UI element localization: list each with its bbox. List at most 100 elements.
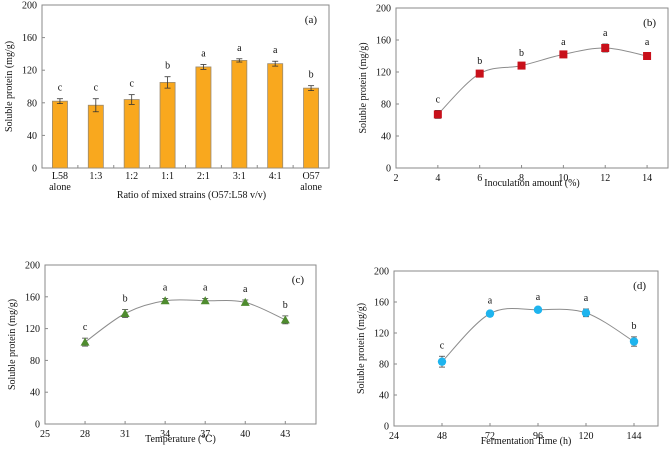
x-tick-label-line: 4:1 <box>269 171 282 182</box>
bar <box>123 99 140 169</box>
x-tick-label: 2:1 <box>197 171 210 182</box>
panel-label: (b) <box>643 17 656 29</box>
x-tick-label-line: 1:1 <box>161 171 174 182</box>
x-tick-label-line: 2:1 <box>197 171 210 182</box>
plot-frame <box>395 7 669 169</box>
panel-c: 0 40 80 120 160 200 Soluble protein (mg/g) Temp… <box>7 261 317 445</box>
x-tick-label: 4 <box>435 173 440 184</box>
significance-letter: a <box>488 295 493 306</box>
significance-letter: b <box>283 300 288 311</box>
x-tick-label-line: 1:2 <box>125 171 138 182</box>
y-tick-label: 40 <box>30 388 40 399</box>
y-tick-label: 200 <box>25 261 40 272</box>
significance-letter: a <box>603 28 608 39</box>
y-axis-label: Soluble protein (mg/g) <box>4 41 15 132</box>
series-line <box>441 307 635 363</box>
x-tick-label: 28 <box>80 429 90 440</box>
y-tick-label: 40 <box>27 131 37 142</box>
panel-d: 0 40 80 120 160 200 Soluble protein (mg/g) Ferm… <box>356 267 659 447</box>
y-tick-label: 160 <box>374 298 389 309</box>
bar <box>87 104 104 169</box>
x-tick-label: L58 alone <box>49 171 71 193</box>
y-tick-label: 120 <box>25 324 40 335</box>
data-point <box>200 296 210 305</box>
panel-a: 0 40 80 120 160 200 Soluble protein (mg/g) Rati… <box>4 1 330 201</box>
x-tick-label: 1:3 <box>89 171 102 182</box>
significance-letter: b <box>309 70 314 81</box>
y-axis-label: Soluble protein (mg/g) <box>7 299 18 390</box>
x-tick-label-line: 3:1 <box>233 171 246 182</box>
x-tick-label: 6 <box>477 173 482 184</box>
data-point <box>433 110 442 119</box>
significance-letter: b <box>632 321 637 332</box>
x-axis-label: Fermentation Time (h) <box>481 436 572 447</box>
significance-letter: c <box>129 79 134 90</box>
significance-letter: a <box>163 282 168 293</box>
x-tick-label: 24 <box>389 431 399 442</box>
y-tick-label: 120 <box>22 66 37 77</box>
y-tick-label: 200 <box>374 267 389 278</box>
x-tick-label: 3:1 <box>233 171 246 182</box>
y-tick-label: 160 <box>376 36 391 47</box>
x-tick-label: 8 <box>519 173 524 184</box>
bar <box>52 100 68 169</box>
y-axis-label: Soluble protein (mg/g) <box>356 303 367 394</box>
significance-letter: a <box>584 293 589 304</box>
x-tick-label: O57 alone <box>300 171 322 193</box>
x-tick-label-line: 1:3 <box>89 171 102 182</box>
data-point <box>629 337 639 346</box>
significance-letter: a <box>237 43 242 54</box>
x-tick-label: 1:2 <box>125 171 138 182</box>
y-tick-label: 40 <box>381 132 391 143</box>
data-point <box>120 308 130 317</box>
significance-letter: a <box>243 284 248 295</box>
panel-b: 0 40 80 120 160 200 Soluble protein (mg/g) Inoc… <box>358 4 669 189</box>
x-tick-label: 4:1 <box>269 171 282 182</box>
x-tick-label-line: alone <box>300 182 322 193</box>
x-tick-label: 43 <box>280 429 290 440</box>
series-line <box>84 299 286 343</box>
x-tick-label: 72 <box>485 431 495 442</box>
y-tick-label: 160 <box>22 33 37 44</box>
y-tick-label: 0 <box>32 164 37 175</box>
x-tick-label: 12 <box>600 173 610 184</box>
data-point <box>160 296 170 305</box>
significance-letter: c <box>83 322 88 333</box>
data-point <box>581 308 591 318</box>
bar <box>195 66 212 169</box>
data-point <box>80 337 90 346</box>
x-tick-label: 48 <box>437 431 447 442</box>
x-tick-label: 31 <box>120 429 130 440</box>
bar <box>231 60 248 169</box>
significance-letter: c <box>440 340 445 351</box>
significance-letter: b <box>477 56 482 67</box>
significance-letter: a <box>645 37 650 48</box>
significance-letter: b <box>123 294 128 305</box>
x-tick-label: 10 <box>558 173 568 184</box>
data-point <box>475 69 484 78</box>
y-tick-label: 0 <box>384 422 389 433</box>
y-tick-label: 0 <box>35 420 40 431</box>
x-tick-label: 37 <box>200 429 210 440</box>
x-tick-label-line: L58 <box>52 171 68 182</box>
data-point <box>240 297 250 306</box>
y-tick-label: 120 <box>374 329 389 340</box>
significance-letter: a <box>201 48 206 59</box>
x-axis-label: Inoculation amount (%) <box>484 178 580 189</box>
x-tick-label: 14 <box>642 173 652 184</box>
series-line <box>437 47 648 115</box>
significance-letter: c <box>94 83 99 94</box>
x-tick-label-line: alone <box>49 182 71 193</box>
data-point <box>280 315 290 324</box>
data-point <box>485 309 495 318</box>
y-tick-label: 80 <box>379 360 389 371</box>
y-tick-label: 40 <box>379 391 389 402</box>
data-point <box>643 52 652 60</box>
significance-letter: b <box>519 48 524 59</box>
x-axis-label: Temperature (℃) <box>145 434 216 445</box>
x-tick-label: 25 <box>40 429 50 440</box>
significance-letter: a <box>273 45 278 56</box>
panel-label: (c) <box>292 274 305 286</box>
panel-label: (d) <box>633 280 646 292</box>
